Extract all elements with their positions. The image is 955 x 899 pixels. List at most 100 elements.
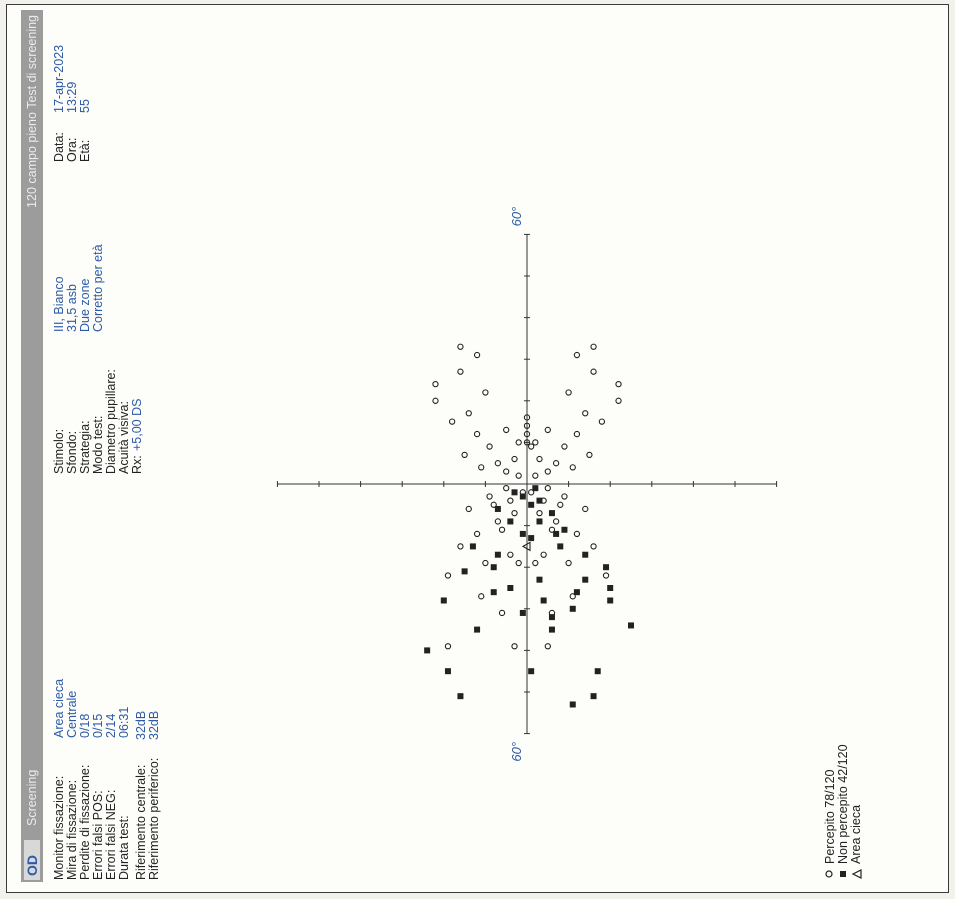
unseen-point <box>528 535 535 542</box>
legend-unseen-symbol <box>840 871 846 877</box>
seen-point <box>548 526 556 533</box>
plot-marks <box>424 343 634 708</box>
unseen-point <box>582 576 589 583</box>
rotated-report: OD Screening 120 campo pieno Test di scr… <box>7 5 948 892</box>
legend-seen-label: Percepito 78/120 <box>823 769 837 864</box>
unseen-point <box>519 493 526 500</box>
unseen-point <box>561 526 568 533</box>
unseen-point <box>548 510 555 517</box>
seen-point <box>478 464 485 471</box>
unseen-point <box>444 668 451 675</box>
unseen-point <box>532 485 539 492</box>
unseen-point <box>590 693 597 700</box>
seen-point <box>569 464 576 471</box>
seen-point <box>573 530 581 538</box>
unseen-point <box>461 568 468 575</box>
legend-blind-label: Area cieca <box>849 804 863 864</box>
unseen-point <box>440 597 447 604</box>
seen-point <box>498 526 506 533</box>
seen-point <box>615 397 622 404</box>
seen-point <box>478 593 485 600</box>
axis-label-60-top: 60° <box>509 207 524 227</box>
seen-point <box>494 460 502 467</box>
unseen-point <box>603 564 610 571</box>
unseen-point <box>494 551 501 558</box>
seen-point <box>494 518 502 525</box>
seen-point <box>540 551 547 558</box>
seen-point <box>432 397 439 404</box>
unseen-point <box>536 497 543 504</box>
unseen-point <box>536 576 543 583</box>
seen-point <box>590 543 597 550</box>
seen-point <box>523 439 531 446</box>
seen-point <box>573 430 581 438</box>
seen-point <box>444 643 452 650</box>
seen-point <box>557 501 564 508</box>
unseen-point <box>469 543 476 550</box>
unseen-point <box>507 585 514 591</box>
unseen-point <box>490 589 497 596</box>
unseen-point <box>573 589 580 596</box>
seen-point <box>457 543 464 550</box>
unseen-point <box>519 609 526 616</box>
seen-point <box>582 410 589 417</box>
seen-point <box>598 418 606 425</box>
seen-point <box>523 430 531 438</box>
seen-point <box>582 505 589 513</box>
seen-point <box>532 439 539 446</box>
unseen-point <box>528 668 535 675</box>
unseen-point <box>519 530 526 537</box>
seen-point <box>457 368 464 375</box>
seen-point <box>515 439 522 446</box>
seen-point <box>532 472 539 479</box>
seen-point <box>465 410 472 417</box>
unseen-point <box>540 597 547 604</box>
seen-point <box>498 609 506 617</box>
report-page: OD Screening 120 campo pieno Test di scr… <box>6 4 949 893</box>
seen-point <box>586 451 593 459</box>
seen-point <box>448 418 456 425</box>
legend-unseen-label: Non percepito 42/120 <box>836 744 850 864</box>
unseen-point <box>628 622 634 629</box>
seen-point <box>565 389 572 396</box>
legend-symbols <box>825 869 862 879</box>
unseen-point <box>424 647 431 654</box>
seen-point <box>511 455 518 463</box>
seen-point <box>544 485 551 492</box>
seen-point <box>503 485 510 492</box>
seen-point <box>465 505 472 513</box>
unseen-point <box>569 701 576 708</box>
seen-point <box>473 530 481 538</box>
unseen-point <box>507 518 514 525</box>
seen-point <box>432 381 439 388</box>
seen-point <box>536 509 543 517</box>
seen-point <box>482 389 489 396</box>
unseen-point <box>457 693 464 700</box>
unseen-point <box>607 597 614 604</box>
seen-point <box>536 455 543 463</box>
seen-point <box>503 468 510 475</box>
unseen-point <box>569 605 576 612</box>
blind-spot-point <box>521 541 531 552</box>
seen-point <box>515 559 522 567</box>
unseen-point <box>474 626 481 633</box>
seen-point <box>602 572 610 579</box>
unseen-point <box>490 564 497 571</box>
seen-point <box>528 443 535 450</box>
seen-point <box>590 368 597 375</box>
unseen-point <box>607 585 614 591</box>
unseen-point <box>594 668 601 675</box>
legend-seen-symbol <box>825 870 833 878</box>
visual-field-plot: 60° 60° <box>276 207 778 762</box>
unseen-point <box>548 614 555 621</box>
seen-point <box>507 497 514 504</box>
seen-point <box>532 559 539 567</box>
plot-axes <box>276 233 778 735</box>
seen-point <box>482 559 489 567</box>
seen-point <box>515 472 522 479</box>
seen-point <box>507 551 514 558</box>
axis-label-60-bottom: 60° <box>509 742 524 762</box>
unseen-point <box>511 489 518 496</box>
seen-point <box>503 426 510 434</box>
seen-point <box>486 443 493 450</box>
